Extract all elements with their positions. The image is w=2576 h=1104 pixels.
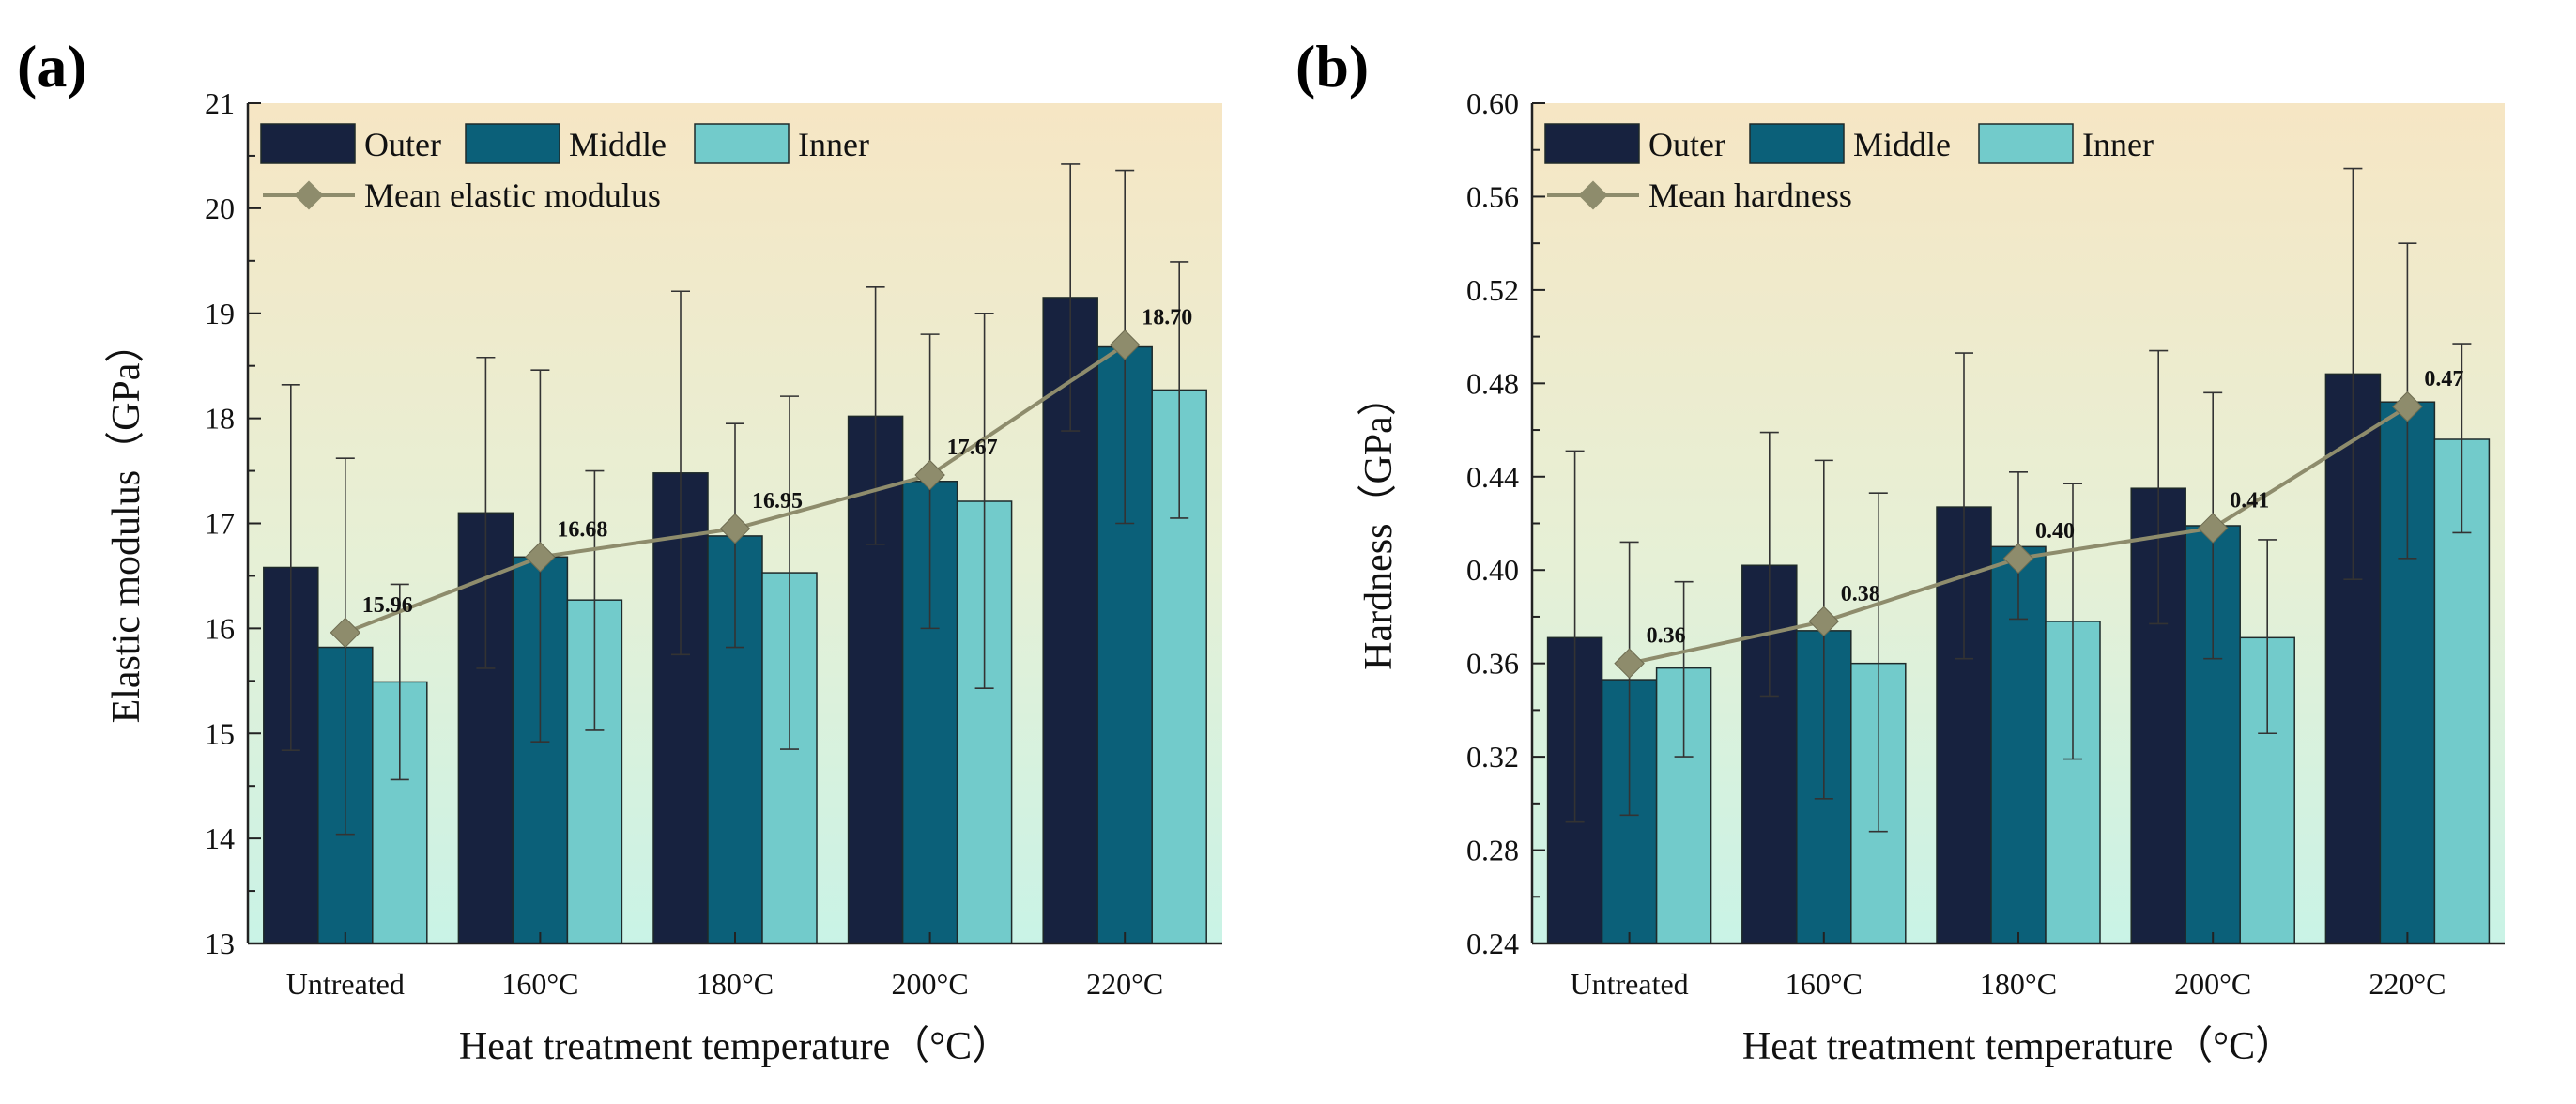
mean-marker [330,617,361,649]
y-tick-label: 0.40 [1466,553,1519,587]
x-tick-label: Untreated [1571,967,1689,1001]
legend-swatch-inner [1978,123,2074,164]
x-tick-label: 160°C [1786,967,1863,1001]
legend-label-inner: Inner [2082,126,2154,163]
y-tick-label: 19 [205,297,235,330]
y-axis-title: Hardness（GPa） [1357,376,1401,670]
mean-value-label: 16.68 [557,517,607,542]
legend-label-middle: Middle [569,126,667,163]
y-tick-label: 0.44 [1466,460,1519,494]
x-tick-label: Untreated [286,967,405,1001]
y-tick-label: 21 [205,86,235,120]
y-tick-label: 16 [205,611,235,645]
legend-label-outer: Outer [364,126,441,163]
x-tick-label: 180°C [697,967,774,1001]
y-tick-label: 13 [205,927,235,960]
y-tick-label: 0.32 [1466,740,1519,774]
legend-label-inner: Inner [798,126,869,163]
x-tick-label: 220°C [2369,967,2446,1001]
y-tick-label: 18 [205,402,235,436]
panel-label: (a) [17,33,87,100]
y-tick-label: 15 [205,716,235,750]
panel-label: (b) [1296,33,1369,100]
y-tick-label: 0.60 [1466,86,1519,120]
legend-swatch-outer [1544,123,1640,164]
mean-marker [719,513,751,544]
legend-swatch-inner [694,123,790,164]
x-tick-label: 180°C [1980,967,2057,1001]
x-tick-label: 160°C [501,967,578,1001]
y-tick-label: 0.48 [1466,366,1519,400]
panel-b: (b) 0.24 0.28 0.32 0.36 0.40 0.44 0.48 0.52 0.56 0… [1288,0,2576,1104]
y-tick-label: 0.56 [1466,179,1519,213]
mean-value-label: 0.38 [1841,582,1880,606]
x-tick-label: 200°C [2174,967,2251,1001]
mean-value-label: 0.40 [2035,519,2075,544]
x-axis-title: Heat treatment temperature（°C） [1742,1025,2294,1068]
mean-value-label: 0.36 [1647,624,1686,649]
mean-value-label: 0.47 [2424,367,2463,391]
legend-swatch-middle [465,123,560,164]
mean-value-label: 0.41 [2230,488,2269,513]
legend-label-outer: Outer [1648,126,1725,163]
legend-swatch-middle [1749,123,1845,164]
mean-marker [1109,330,1141,360]
y-tick-label: 20 [205,192,235,225]
mean-marker [1808,606,1840,637]
mean-marker [525,542,556,573]
x-axis-title: Heat treatment temperature（°C） [459,1025,1011,1068]
panel-a: (a) 13 14 15 16 17 18 19 20 21 Untreated 160°C 180°C… [17,33,1222,1068]
y-tick-label: 0.52 [1466,273,1519,307]
chart-b-svg: (b) 0.24 0.28 0.32 0.36 0.40 0.44 0.48 0.52 0.56 0… [1296,33,2505,1068]
mean-marker [2392,391,2423,422]
legend-label-mean: Mean hardness [1648,176,1852,214]
legend-label-mean: Mean elastic modulus [364,176,661,214]
legend-marker-mean [294,180,324,210]
legend-swatch-outer [260,123,356,164]
x-tick-label: 220°C [1086,967,1163,1001]
y-axis-title: Elastic modulus（GPa） [105,324,148,724]
y-tick-label: 17 [205,507,235,541]
mean-marker [2197,513,2229,544]
mean-value-label: 17.67 [947,436,998,460]
y-tick-label: 0.24 [1466,927,1519,960]
chart-a-svg: (a) 13 14 15 16 17 18 19 20 21 Untreated 160°C 180°C… [17,33,1222,1068]
y-tick-label: 14 [205,821,235,855]
mean-value-label: 15.96 [362,593,413,618]
mean-marker [1614,648,1645,679]
mean-value-label: 18.70 [1142,305,1192,330]
legend-label-middle: Middle [1853,126,1951,163]
y-tick-label: 0.36 [1466,647,1519,681]
y-tick-label: 0.28 [1466,834,1519,867]
mean-marker [2002,543,2034,575]
mean-marker [914,459,945,491]
mean-value-label: 16.95 [752,489,803,514]
x-tick-label: 200°C [892,967,969,1001]
